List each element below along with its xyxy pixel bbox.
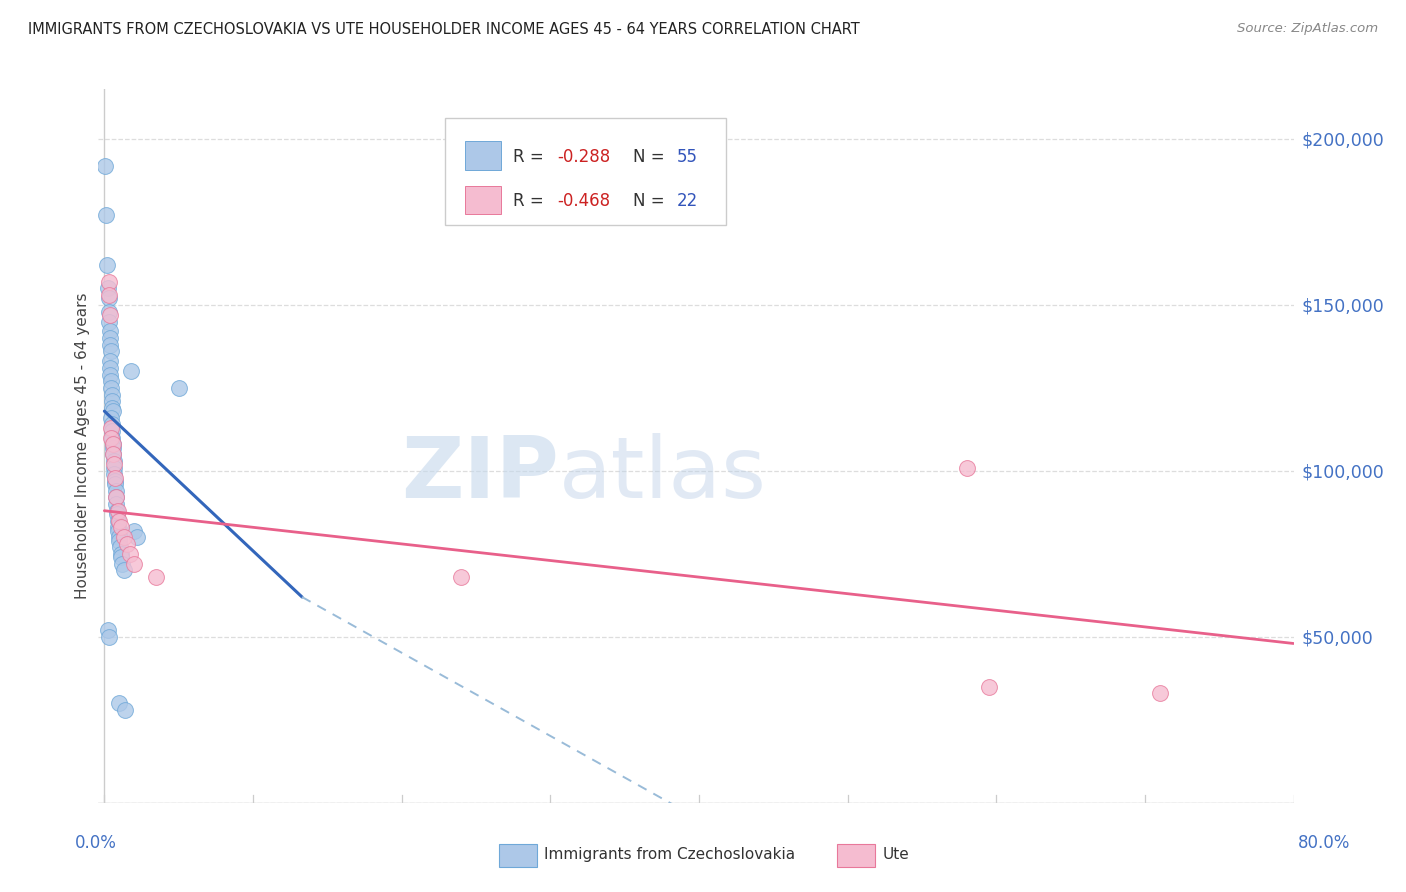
Point xyxy=(100,410,122,425)
Point xyxy=(103,457,125,471)
Point xyxy=(101,437,124,451)
Text: IMMIGRANTS FROM CZECHOSLOVAKIA VS UTE HOUSEHOLDER INCOME AGES 45 - 64 YEARS CORR: IMMIGRANTS FROM CZECHOSLOVAKIA VS UTE HO… xyxy=(28,22,860,37)
Point xyxy=(114,703,136,717)
Point xyxy=(105,504,128,518)
Point xyxy=(107,524,129,538)
Bar xyxy=(465,186,501,214)
Point xyxy=(97,624,120,638)
Point xyxy=(97,288,120,302)
Point xyxy=(108,514,131,528)
Bar xyxy=(465,141,501,169)
Point xyxy=(107,514,129,528)
Point xyxy=(97,304,120,318)
Point xyxy=(94,208,117,222)
Point xyxy=(104,491,127,505)
Point xyxy=(107,520,129,534)
Point xyxy=(101,441,124,455)
Point xyxy=(97,291,120,305)
Point xyxy=(110,550,132,565)
Point xyxy=(118,547,141,561)
Point xyxy=(103,447,125,461)
Text: R =: R = xyxy=(513,193,550,211)
Text: N =: N = xyxy=(633,148,669,166)
Text: Ute: Ute xyxy=(883,847,910,862)
Point xyxy=(100,387,122,401)
Point xyxy=(101,424,124,438)
Point xyxy=(98,308,121,322)
Point xyxy=(1149,686,1171,700)
Point xyxy=(98,361,121,376)
Point xyxy=(98,354,121,368)
Point xyxy=(100,417,122,432)
Text: 22: 22 xyxy=(676,193,699,211)
Point xyxy=(110,520,132,534)
Text: -0.288: -0.288 xyxy=(557,148,610,166)
Point xyxy=(108,533,131,548)
Point xyxy=(122,524,145,538)
Point xyxy=(107,504,129,518)
Point xyxy=(111,557,134,571)
Point xyxy=(103,467,125,482)
Point xyxy=(103,454,125,468)
Point xyxy=(122,557,145,571)
Point xyxy=(100,381,122,395)
Point xyxy=(100,344,122,359)
Point xyxy=(97,630,120,644)
FancyBboxPatch shape xyxy=(444,118,725,225)
Point xyxy=(97,281,120,295)
Text: -0.468: -0.468 xyxy=(557,193,610,211)
Text: Source: ZipAtlas.com: Source: ZipAtlas.com xyxy=(1237,22,1378,36)
Text: 80.0%: 80.0% xyxy=(1298,834,1351,852)
Point xyxy=(108,540,131,554)
Point xyxy=(94,159,117,173)
Point xyxy=(115,537,138,551)
Point xyxy=(104,474,127,488)
Point xyxy=(105,491,128,505)
Point xyxy=(104,470,127,484)
Point xyxy=(96,258,118,272)
Point xyxy=(98,314,121,328)
Point xyxy=(125,530,148,544)
Point xyxy=(104,477,127,491)
Point xyxy=(167,381,190,395)
Point xyxy=(98,368,121,382)
Point xyxy=(103,460,125,475)
Point xyxy=(145,570,167,584)
Point xyxy=(977,680,1000,694)
Point xyxy=(101,404,124,418)
Point xyxy=(101,431,124,445)
Point xyxy=(100,421,122,435)
Text: R =: R = xyxy=(513,148,550,166)
Point xyxy=(101,437,124,451)
Point xyxy=(105,497,128,511)
Text: ZIP: ZIP xyxy=(401,433,558,516)
Point xyxy=(100,431,122,445)
Text: 55: 55 xyxy=(676,148,697,166)
Point xyxy=(112,530,135,544)
Text: N =: N = xyxy=(633,193,669,211)
Point xyxy=(108,696,131,710)
Point xyxy=(98,325,121,339)
Point xyxy=(105,507,128,521)
Point xyxy=(100,374,122,388)
Text: Immigrants from Czechoslovakia: Immigrants from Czechoslovakia xyxy=(544,847,796,862)
Point xyxy=(98,338,121,352)
Point xyxy=(955,460,977,475)
Point xyxy=(110,547,132,561)
Point xyxy=(101,401,124,415)
Point xyxy=(120,364,142,378)
Point xyxy=(97,275,120,289)
Point xyxy=(112,564,135,578)
Point xyxy=(103,447,125,461)
Text: atlas: atlas xyxy=(558,433,766,516)
Point xyxy=(98,331,121,345)
Point xyxy=(450,570,472,584)
Point xyxy=(104,483,127,498)
Y-axis label: Householder Income Ages 45 - 64 years: Householder Income Ages 45 - 64 years xyxy=(75,293,90,599)
Text: 0.0%: 0.0% xyxy=(75,834,117,852)
Point xyxy=(108,530,131,544)
Point xyxy=(101,394,124,409)
